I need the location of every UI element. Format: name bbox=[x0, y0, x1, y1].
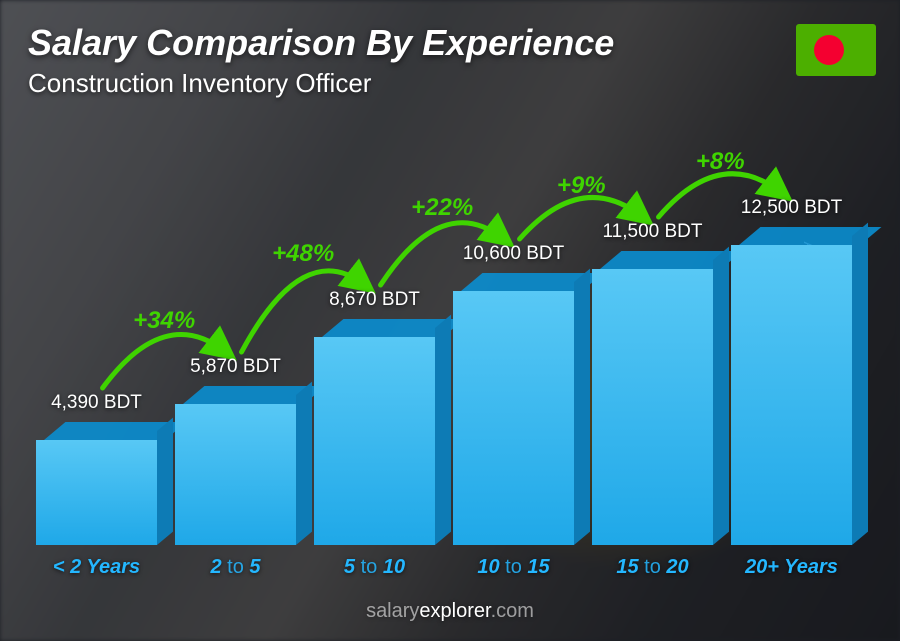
footer-suffix: .com bbox=[491, 600, 534, 622]
x-label-1: 2 to 5 bbox=[175, 556, 296, 579]
bar-value-label: 12,500 BDT bbox=[741, 197, 842, 219]
x-label-5: 20+ Years bbox=[731, 556, 852, 579]
bar-group: 4,390 BDT 5,870 BDT 8,670 BDT 10,600 BDT… bbox=[36, 130, 852, 545]
bar-side-face bbox=[157, 418, 173, 545]
page-title: Salary Comparison By Experience bbox=[28, 22, 872, 64]
bar-value-label: 8,670 BDT bbox=[329, 289, 420, 311]
page-subtitle: Construction Inventory Officer bbox=[28, 68, 872, 99]
bar-front-face bbox=[175, 404, 296, 545]
country-flag bbox=[796, 24, 876, 76]
flag-disc bbox=[814, 35, 844, 65]
x-label-2: 5 to 10 bbox=[314, 556, 435, 579]
bar-3d bbox=[36, 422, 157, 545]
bar-col-2: 8,670 BDT bbox=[314, 289, 435, 545]
x-label-4: 15 to 20 bbox=[592, 556, 713, 579]
bar-side-face bbox=[296, 382, 312, 545]
footer-attribution: salaryexplorer.com bbox=[0, 600, 900, 623]
bar-3d bbox=[314, 319, 435, 545]
bar-3d bbox=[592, 251, 713, 545]
header: Salary Comparison By Experience Construc… bbox=[28, 22, 872, 99]
footer-bold: explorer bbox=[419, 600, 490, 622]
bar-value-label: 5,870 BDT bbox=[190, 356, 281, 378]
footer-dim: salary bbox=[366, 600, 419, 622]
bar-value-label: 11,500 BDT bbox=[603, 221, 703, 243]
bar-col-5: 12,500 BDT bbox=[731, 197, 852, 545]
bar-side-face bbox=[435, 315, 451, 545]
bar-front-face bbox=[731, 245, 852, 545]
bar-side-face bbox=[574, 269, 590, 545]
flag-field bbox=[796, 24, 876, 76]
salary-chart: +34%+48%+22%+9%+8% 4,390 BDT 5,870 BDT 8… bbox=[36, 130, 852, 571]
bar-front-face bbox=[36, 440, 157, 545]
bar-col-0: 4,390 BDT bbox=[36, 392, 157, 545]
x-label-3: 10 to 15 bbox=[453, 556, 574, 579]
bar-3d bbox=[731, 227, 852, 545]
bar-front-face bbox=[453, 291, 574, 545]
bar-col-4: 11,500 BDT bbox=[592, 221, 713, 545]
x-axis-labels: < 2 Years 2 to 5 5 to 10 10 to 15 15 to 20 20… bbox=[36, 556, 852, 579]
bar-col-3: 10,600 BDT bbox=[453, 243, 574, 545]
bar-side-face bbox=[713, 247, 729, 545]
bar-col-1: 5,870 BDT bbox=[175, 356, 296, 545]
bar-3d bbox=[453, 273, 574, 545]
bar-3d bbox=[175, 386, 296, 545]
bar-front-face bbox=[592, 269, 713, 545]
bar-front-face bbox=[314, 337, 435, 545]
bar-value-label: 10,600 BDT bbox=[463, 243, 564, 265]
x-label-0: < 2 Years bbox=[36, 556, 157, 579]
bar-side-face bbox=[852, 223, 868, 545]
bar-value-label: 4,390 BDT bbox=[51, 392, 142, 414]
